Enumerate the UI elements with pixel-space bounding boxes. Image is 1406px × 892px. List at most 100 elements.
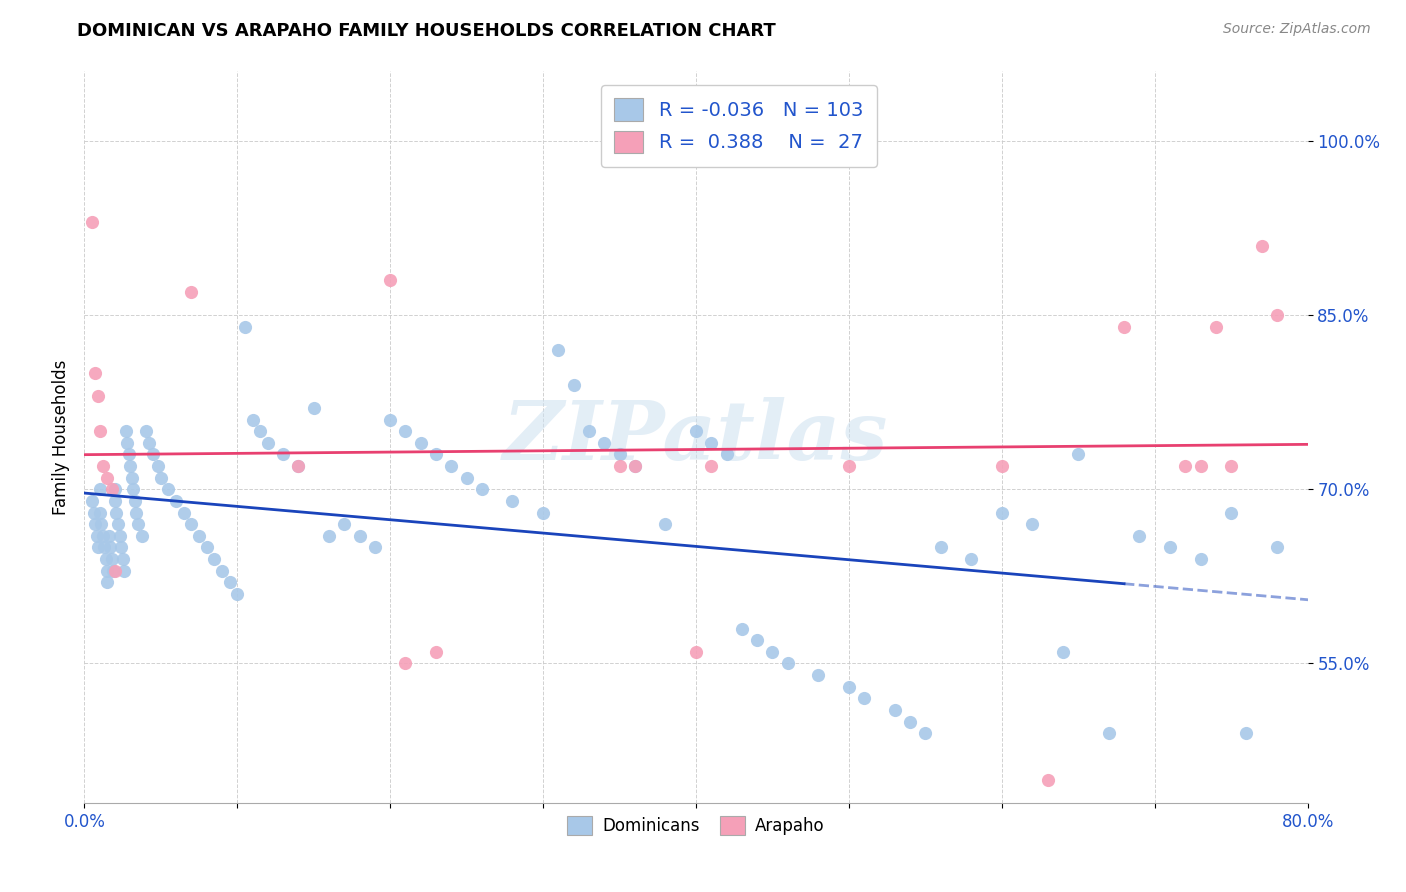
Point — [105, 506, 128, 520]
Point — [249, 424, 271, 438]
Point — [1128, 529, 1150, 543]
Point — [853, 691, 876, 706]
Point — [1250, 238, 1272, 252]
Point — [107, 517, 129, 532]
Point — [188, 529, 211, 543]
Point — [146, 459, 169, 474]
Point — [318, 529, 340, 543]
Point — [104, 494, 127, 508]
Point — [531, 506, 554, 520]
Point — [104, 483, 127, 497]
Point — [624, 459, 647, 474]
Point — [440, 459, 463, 474]
Point — [125, 506, 148, 520]
Point — [1159, 541, 1181, 555]
Point — [96, 564, 118, 578]
Point — [121, 471, 143, 485]
Point — [929, 541, 952, 555]
Point — [1189, 552, 1212, 566]
Point — [165, 494, 187, 508]
Point — [349, 529, 371, 543]
Point — [97, 529, 120, 543]
Point — [180, 285, 202, 299]
Point — [287, 459, 309, 474]
Point — [654, 517, 676, 532]
Point — [1265, 308, 1288, 322]
Point — [1114, 319, 1136, 334]
Point — [173, 506, 195, 520]
Point — [609, 448, 631, 462]
Point — [87, 541, 110, 555]
Point — [93, 541, 115, 555]
Point — [84, 517, 107, 532]
Point — [1036, 772, 1059, 787]
Point — [502, 494, 524, 508]
Point — [138, 436, 160, 450]
Text: DOMINICAN VS ARAPAHO FAMILY HOUSEHOLDS CORRELATION CHART: DOMINICAN VS ARAPAHO FAMILY HOUSEHOLDS C… — [77, 22, 776, 40]
Point — [104, 564, 127, 578]
Point — [747, 633, 769, 648]
Point — [991, 506, 1014, 520]
Point — [991, 459, 1014, 474]
Point — [333, 517, 356, 532]
Point — [80, 494, 103, 508]
Point — [90, 517, 112, 532]
Point — [108, 529, 131, 543]
Point — [195, 541, 218, 555]
Point — [180, 517, 202, 532]
Point — [111, 552, 134, 566]
Point — [409, 436, 432, 450]
Point — [211, 564, 233, 578]
Point — [202, 552, 225, 566]
Point — [257, 436, 280, 450]
Point — [1174, 459, 1197, 474]
Point — [898, 714, 921, 729]
Point — [86, 529, 108, 543]
Point — [807, 668, 830, 682]
Point — [80, 215, 103, 229]
Point — [218, 575, 240, 590]
Point — [89, 506, 111, 520]
Y-axis label: Family Households: Family Households — [52, 359, 70, 515]
Point — [380, 412, 402, 426]
Point — [89, 424, 111, 438]
Point — [1265, 541, 1288, 555]
Text: ZIPatlas: ZIPatlas — [503, 397, 889, 477]
Point — [685, 424, 707, 438]
Point — [89, 483, 111, 497]
Point — [700, 459, 723, 474]
Point — [425, 448, 447, 462]
Point — [110, 541, 132, 555]
Point — [120, 459, 142, 474]
Point — [115, 436, 138, 450]
Point — [287, 459, 309, 474]
Point — [960, 552, 983, 566]
Point — [1220, 506, 1243, 520]
Point — [562, 377, 585, 392]
Point — [226, 587, 249, 601]
Point — [87, 389, 110, 403]
Point — [302, 401, 325, 415]
Point — [1189, 459, 1212, 474]
Point — [838, 459, 860, 474]
Point — [1052, 645, 1074, 659]
Point — [685, 645, 707, 659]
Point — [547, 343, 569, 357]
Legend: Dominicans, Arapaho: Dominicans, Arapaho — [561, 809, 831, 842]
Point — [124, 494, 146, 508]
Point — [761, 645, 783, 659]
Point — [838, 680, 860, 694]
Point — [83, 506, 105, 520]
Point — [131, 529, 153, 543]
Point — [456, 471, 478, 485]
Point — [1067, 448, 1090, 462]
Point — [609, 459, 631, 474]
Point — [118, 448, 141, 462]
Point — [98, 541, 121, 555]
Point — [114, 424, 136, 438]
Point — [776, 657, 799, 671]
Point — [716, 448, 738, 462]
Point — [380, 273, 402, 287]
Point — [103, 564, 125, 578]
Point — [101, 552, 124, 566]
